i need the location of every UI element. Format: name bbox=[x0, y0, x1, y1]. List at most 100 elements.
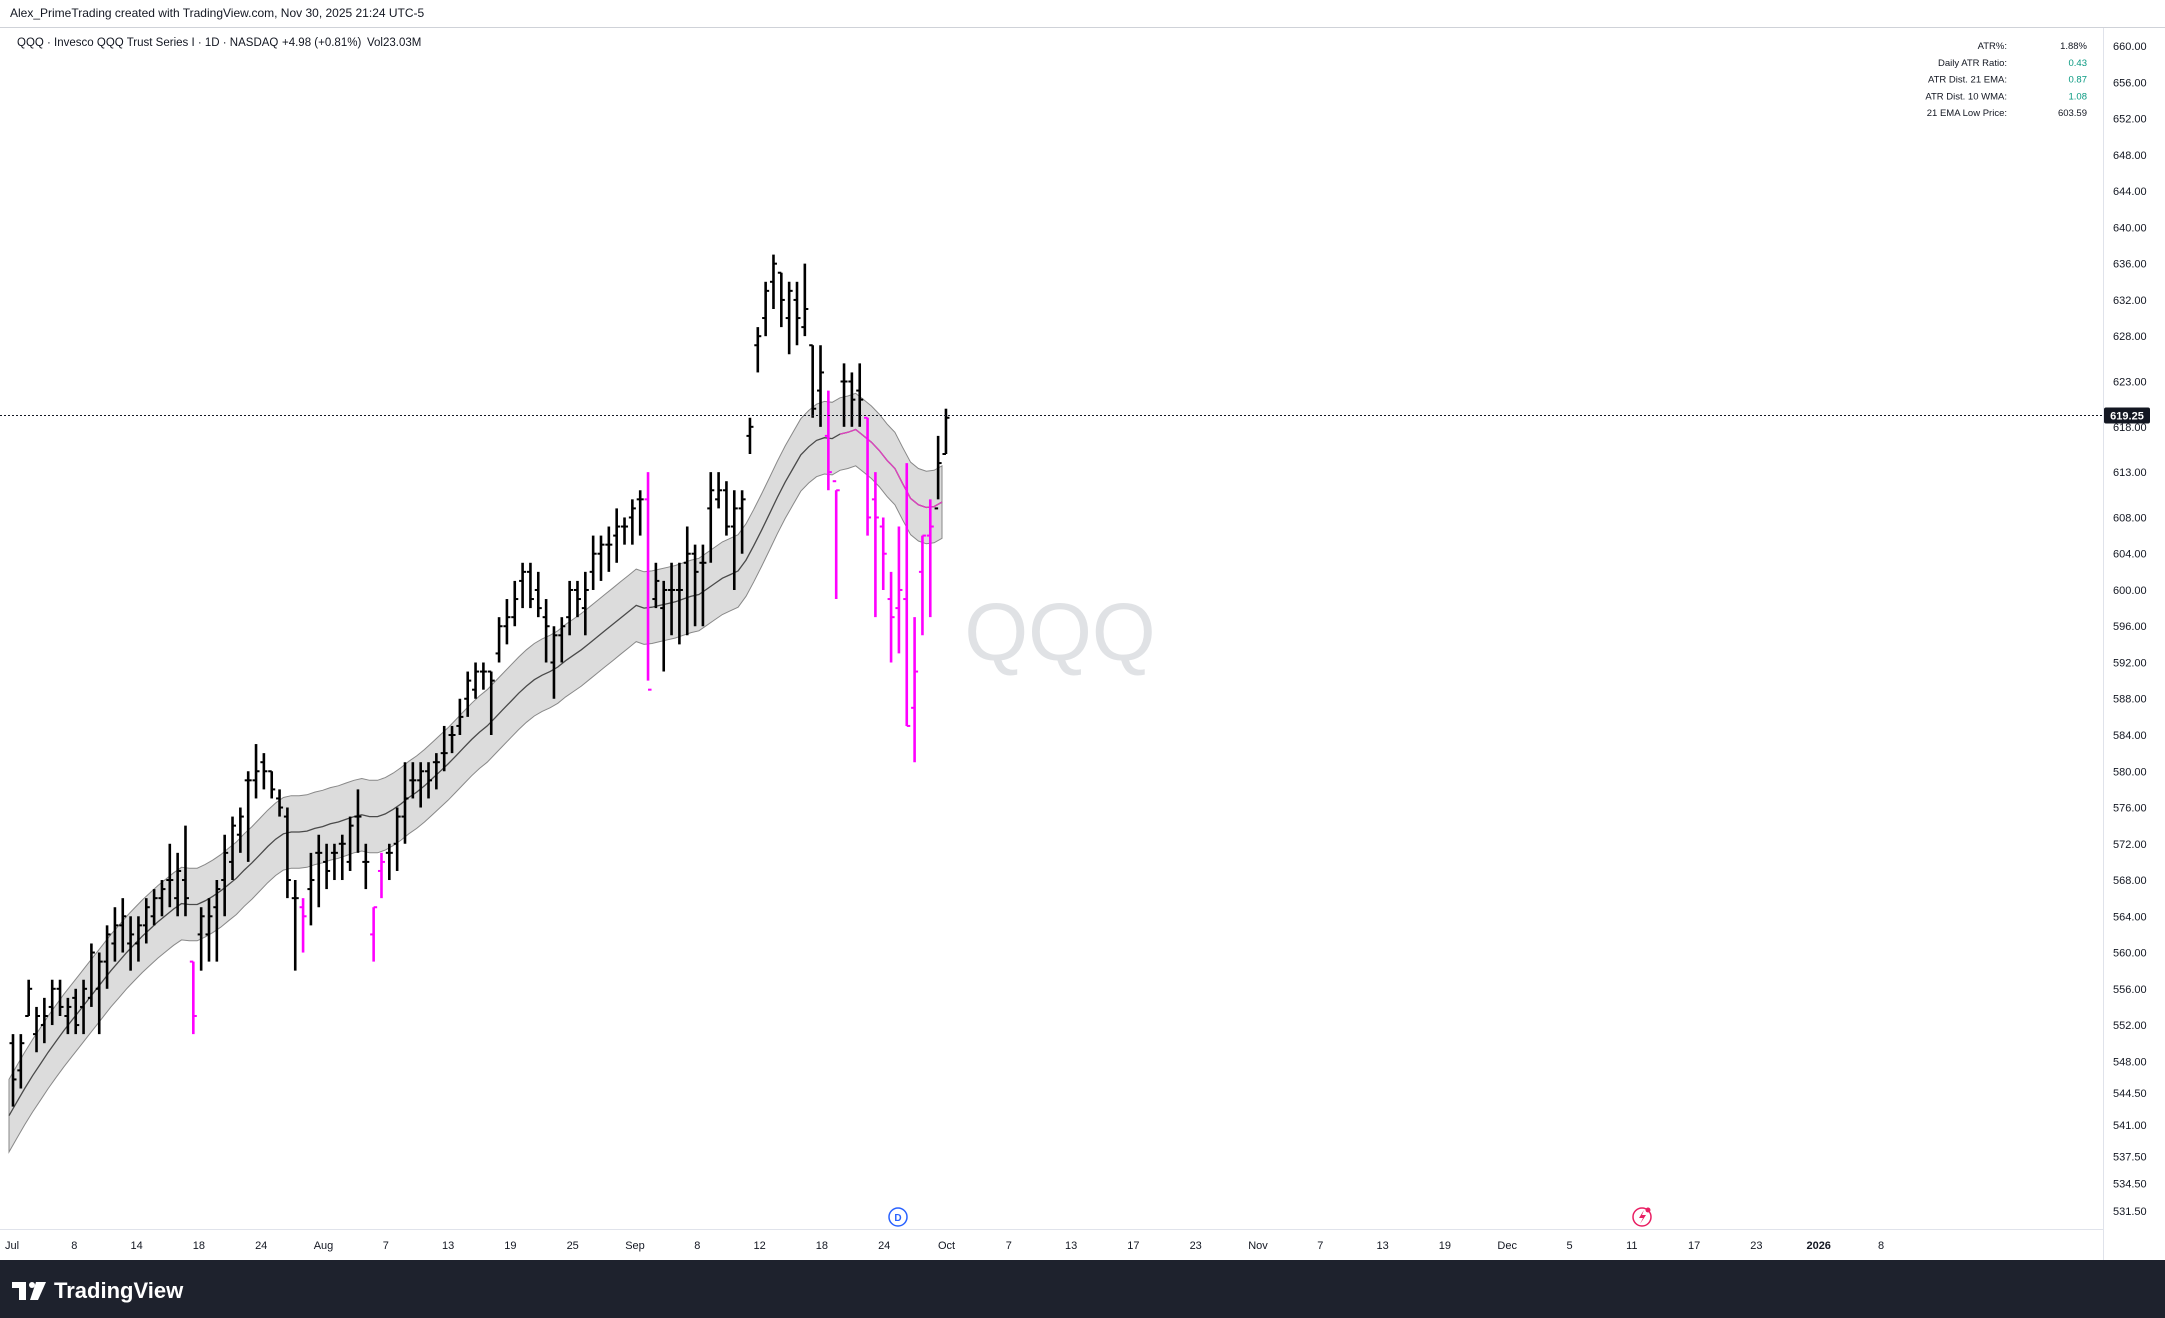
ohlc-bar bbox=[440, 725, 448, 772]
ohlc-bar bbox=[942, 408, 950, 456]
ohlc-bar bbox=[425, 762, 433, 799]
ohlc-bar bbox=[911, 617, 919, 763]
stats-label: ATR Dist. 21 EMA: bbox=[1928, 75, 2007, 86]
ohlc-bar bbox=[221, 834, 229, 917]
ohlc-bar bbox=[668, 562, 676, 636]
stats-label: ATR%: bbox=[1978, 41, 2007, 52]
ohlc-bar bbox=[48, 979, 56, 1026]
time-tick-label: Sep bbox=[625, 1240, 645, 1252]
ohlc-bar bbox=[174, 852, 182, 917]
ohlc-bar bbox=[472, 662, 480, 699]
price-axis[interactable]: 660.00 656.00 652.00 648.00 644.00 640.00 636.… bbox=[2113, 41, 2147, 1218]
dividend-marker-label: D bbox=[894, 1213, 901, 1224]
time-tick-label: 24 bbox=[878, 1240, 890, 1252]
ohlc-bar bbox=[503, 599, 511, 645]
ohlc-bar bbox=[111, 907, 119, 962]
ohlc-bar bbox=[581, 571, 589, 636]
price-tick-label: 640.00 bbox=[2113, 222, 2147, 234]
price-tick-label: 537.50 bbox=[2113, 1151, 2147, 1163]
price-chart[interactable]: QQQ QQQ · Invesco QQQ Trust Series I · 1… bbox=[0, 28, 2165, 1260]
ohlc-bar bbox=[566, 580, 574, 636]
time-tick-label: 25 bbox=[567, 1240, 579, 1252]
ohlc-bar bbox=[33, 1006, 41, 1053]
ohlc-bar bbox=[260, 753, 268, 790]
ohlc-bar bbox=[362, 843, 370, 890]
price-tick-label: 552.00 bbox=[2113, 1020, 2147, 1032]
stats-value: 0.43 bbox=[2069, 58, 2088, 69]
stats-value: 603.59 bbox=[2058, 108, 2087, 119]
ohlc-bar bbox=[769, 254, 777, 309]
time-tick-label: 11 bbox=[1626, 1240, 1637, 1252]
ohlc-bar bbox=[926, 499, 934, 618]
ohlc-bar bbox=[777, 271, 785, 328]
ohlc-bar bbox=[879, 517, 887, 590]
ohlc-bar bbox=[887, 571, 895, 663]
stats-label: ATR Dist. 10 WMA: bbox=[1925, 91, 2007, 102]
ohlc-bar bbox=[801, 263, 809, 337]
time-axis[interactable]: Jul 8 14 18 24 Aug 7 13 19 25 Sep 8 12 18 24 Oct 7 13 17 23… bbox=[5, 1240, 1884, 1252]
price-tick-label: 600.00 bbox=[2113, 585, 2147, 597]
stats-table: ATR%: 1.88% Daily ATR Ratio: 0.43 ATR Dist. … bbox=[1925, 41, 2087, 119]
ohlc-bar bbox=[934, 435, 942, 510]
price-tick-label: 544.50 bbox=[2113, 1088, 2147, 1100]
price-tick-label: 541.00 bbox=[2113, 1120, 2147, 1132]
ohlc-bar bbox=[793, 281, 801, 346]
chart-area[interactable]: QQQ QQQ · Invesco QQQ Trust Series I · 1… bbox=[0, 28, 2165, 1260]
ohlc-bar bbox=[307, 852, 315, 926]
ohlc-bar bbox=[127, 916, 135, 971]
time-tick-label: 7 bbox=[1006, 1240, 1012, 1252]
dividend-marker[interactable]: D bbox=[888, 1207, 908, 1227]
price-tick-label: 548.00 bbox=[2113, 1056, 2147, 1068]
symbol-watermark: QQQ bbox=[964, 587, 1155, 678]
ohlc-bar bbox=[660, 580, 668, 672]
ohlc-bar bbox=[432, 753, 440, 790]
earnings-event-icon[interactable] bbox=[1632, 1207, 1652, 1227]
time-tick-label: 17 bbox=[1688, 1240, 1700, 1252]
ohlc-bar bbox=[730, 490, 738, 590]
time-tick-label: Aug bbox=[314, 1240, 334, 1252]
attribution-bar: Alex_PrimeTrading created with TradingVi… bbox=[0, 0, 2165, 28]
time-tick-label: 8 bbox=[71, 1240, 77, 1252]
tradingview-logo[interactable]: TradingView bbox=[12, 1278, 183, 1304]
ohlc-bar bbox=[72, 988, 80, 1035]
ohlc-bar bbox=[558, 617, 566, 663]
ohlc-bar bbox=[613, 508, 621, 563]
ohlc-bar bbox=[534, 571, 542, 618]
ohlc-bar bbox=[848, 372, 856, 427]
price-tick-label: 564.00 bbox=[2113, 911, 2147, 923]
ohlc-bar bbox=[707, 472, 715, 563]
ohlc-bar bbox=[119, 898, 127, 953]
stats-value: 1.08 bbox=[2069, 91, 2088, 102]
time-tick-label: 7 bbox=[1317, 1240, 1323, 1252]
time-tick-label: 12 bbox=[753, 1240, 765, 1252]
ohlc-bar bbox=[746, 417, 754, 455]
price-tick-label: 588.00 bbox=[2113, 694, 2147, 706]
ohlc-bar bbox=[840, 363, 848, 427]
ohlc-bar bbox=[409, 762, 417, 799]
time-tick-label: Dec bbox=[1497, 1240, 1517, 1252]
time-tick-label: 5 bbox=[1566, 1240, 1572, 1252]
price-tick-label: 572.00 bbox=[2113, 839, 2147, 851]
ohlc-bar bbox=[464, 671, 472, 717]
price-tick-label: 656.00 bbox=[2113, 77, 2147, 89]
ohlc-bar bbox=[903, 463, 911, 727]
ohlc-bar bbox=[519, 562, 527, 609]
price-tick-label: 584.00 bbox=[2113, 730, 2147, 742]
time-tick-label: 13 bbox=[442, 1240, 454, 1252]
ohlc-bar bbox=[338, 834, 346, 881]
time-tick-label: 23 bbox=[1750, 1240, 1762, 1252]
time-tick-label: 14 bbox=[130, 1240, 142, 1252]
ohlc-bar bbox=[268, 770, 276, 799]
ohlc-bar bbox=[276, 789, 284, 817]
brand-name: TradingView bbox=[54, 1278, 184, 1303]
stats-label: 21 EMA Low Price: bbox=[1927, 108, 2007, 119]
ohlc-bar bbox=[377, 852, 385, 899]
price-tick-label: 644.00 bbox=[2113, 186, 2147, 198]
ohlc-bar bbox=[205, 898, 213, 962]
tradingview-logo-icon bbox=[12, 1282, 46, 1300]
footer-bar: TradingView bbox=[0, 1260, 2165, 1318]
ohlc-bar bbox=[17, 1034, 25, 1089]
ohlc-bar bbox=[95, 952, 103, 1035]
ohlc-bar bbox=[448, 725, 456, 754]
price-tick-label: 636.00 bbox=[2113, 259, 2147, 271]
